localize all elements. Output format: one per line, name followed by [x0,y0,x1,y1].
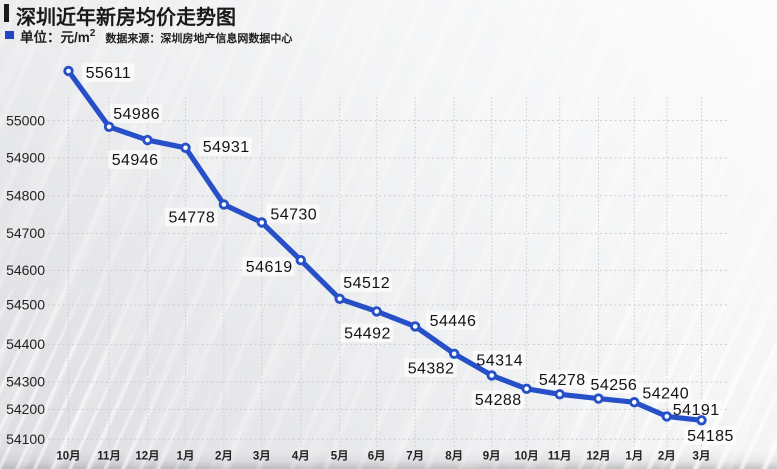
svg-text:54256: 54256 [591,377,638,394]
svg-text:54382: 54382 [408,360,455,377]
svg-text:54191: 54191 [673,402,720,419]
svg-text:54288: 54288 [475,392,522,409]
svg-text:1月: 1月 [177,449,195,462]
svg-text:54200: 54200 [6,401,45,417]
svg-text:54100: 54100 [6,431,45,447]
svg-text:54240: 54240 [642,385,689,402]
svg-text:55611: 55611 [86,65,132,82]
svg-text:54730: 54730 [270,207,317,224]
svg-text:12月: 12月 [135,449,159,462]
svg-text:54800: 54800 [6,188,45,204]
svg-text:54492: 54492 [344,325,391,342]
svg-text:5月: 5月 [331,449,349,462]
svg-text:54300: 54300 [6,374,45,390]
svg-text:8月: 8月 [445,449,463,462]
svg-text:3月: 3月 [693,449,711,462]
svg-text:10月: 10月 [514,449,538,462]
svg-text:54986: 54986 [113,106,160,123]
svg-text:10月: 10月 [56,449,80,462]
svg-text:2月: 2月 [658,449,676,462]
svg-text:54619: 54619 [246,259,293,276]
svg-text:54778: 54778 [169,210,216,227]
svg-text:54512: 54512 [343,275,390,292]
svg-text:54600: 54600 [6,262,45,278]
svg-text:54946: 54946 [112,152,159,169]
svg-text:9月: 9月 [483,449,501,462]
svg-text:2月: 2月 [215,449,233,462]
svg-text:3月: 3月 [253,449,271,462]
svg-text:7月: 7月 [406,449,424,462]
svg-text:1月: 1月 [625,449,643,462]
svg-text:11月: 11月 [548,449,572,462]
svg-text:54314: 54314 [476,353,523,370]
svg-text:54185: 54185 [687,428,734,445]
svg-text:54500: 54500 [6,297,45,313]
svg-text:54400: 54400 [6,336,45,352]
svg-text:12月: 12月 [586,449,610,462]
svg-text:54700: 54700 [6,225,45,241]
svg-text:55000: 55000 [6,112,45,128]
svg-text:4月: 4月 [292,449,310,462]
svg-text:54446: 54446 [430,313,477,330]
svg-text:11月: 11月 [97,449,121,462]
svg-text:54900: 54900 [6,150,45,166]
svg-text:54278: 54278 [539,372,586,389]
svg-text:6月: 6月 [368,449,386,462]
svg-text:54931: 54931 [203,139,250,156]
